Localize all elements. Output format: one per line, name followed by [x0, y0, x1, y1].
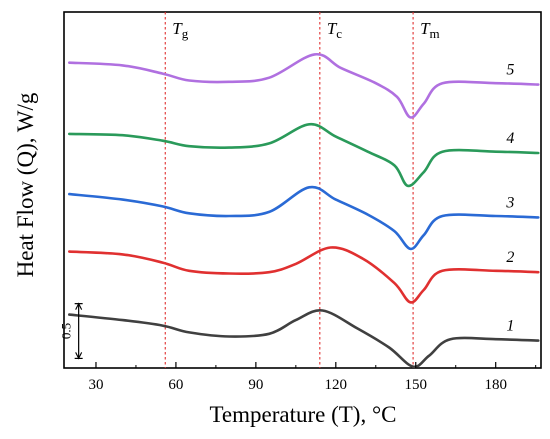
x-axis-ticks: 30 60 90 120 150 180 [88, 362, 537, 393]
curve-label-3: 3 [505, 194, 514, 211]
scale-bar-arrow [75, 352, 83, 360]
scale-bar: 0.5 [59, 302, 83, 360]
curve-labels: 1 2 3 4 5 [505, 62, 514, 335]
x-tick-label: 30 [88, 377, 103, 393]
reference-lines: Tg Tc Tm [164, 12, 440, 368]
curve-label-4: 4 [506, 130, 514, 147]
plot-area [63, 11, 542, 369]
vline-label-tm: Tm [420, 19, 440, 41]
x-tick-label: 90 [248, 377, 263, 393]
curve-2 [68, 246, 540, 304]
x-tick-label: 60 [168, 377, 183, 393]
curve-label-2: 2 [506, 249, 514, 266]
scale-bar-label: 0.5 [59, 323, 74, 339]
vline-label-tc: Tc [327, 19, 342, 41]
curve-label-5: 5 [506, 62, 514, 79]
y-axis-label: Heat Flow (Q), W/g [13, 92, 38, 277]
curve-label-1: 1 [506, 318, 514, 335]
x-tick-label: 120 [325, 377, 348, 393]
curve-1 [68, 309, 540, 369]
curves [68, 53, 540, 369]
plot-frame [63, 11, 542, 369]
curve-5 [68, 53, 540, 119]
vline-label-tg: Tg [172, 19, 188, 41]
curve-4 [68, 122, 540, 188]
scale-bar-arrow [75, 302, 83, 310]
x-tick-label: 180 [484, 377, 507, 393]
x-axis-label: Temperature (T), °C [209, 402, 396, 427]
x-tick-label: 150 [405, 377, 428, 393]
curve-3 [68, 185, 540, 251]
